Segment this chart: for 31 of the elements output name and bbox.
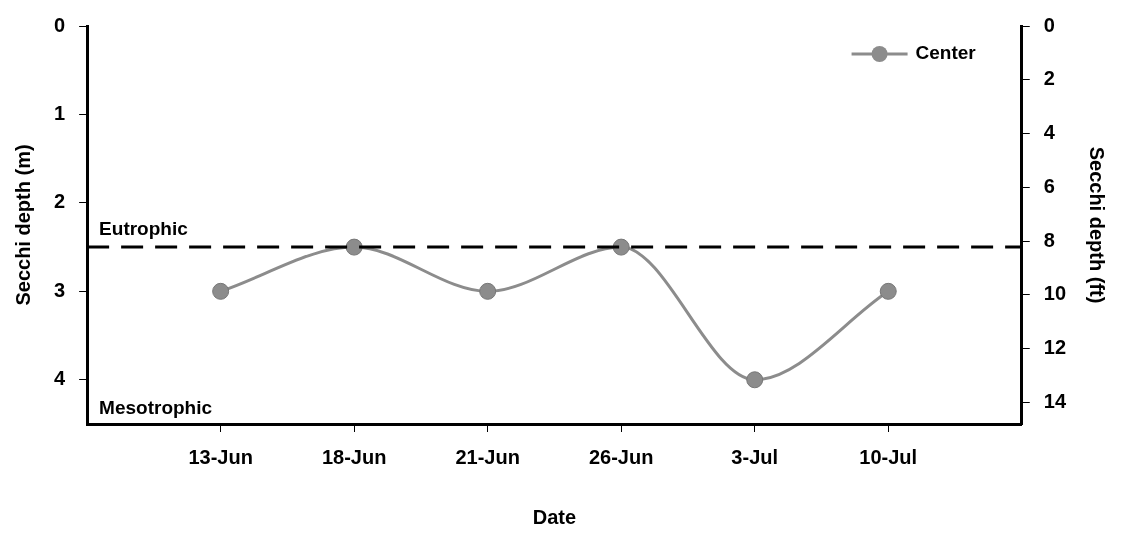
x-tick-label: 13-Jun — [188, 445, 253, 468]
point — [612, 238, 630, 256]
y2-tick-label: 14 — [1043, 390, 1067, 412]
y2-tick-label: 12 — [1043, 336, 1066, 359]
annotation: Mesotrophic — [99, 396, 213, 418]
y2-tick-label: 8 — [1043, 228, 1055, 251]
x-tick-label: 3-Jul — [731, 445, 779, 468]
y2-tick-label: 10 — [1043, 282, 1066, 305]
y2-axis-title: Secchi depth (ft) — [1086, 146, 1109, 304]
x-tick-label: 26-Jun — [588, 445, 654, 468]
legend-label: Center — [915, 42, 977, 64]
point — [746, 371, 764, 389]
y-axis-title: Secchi depth (m) — [11, 144, 34, 306]
point — [345, 238, 363, 256]
y2-tick-label: 0 — [1043, 13, 1055, 36]
point — [479, 282, 497, 300]
ref-line-label: Eutrophic — [99, 217, 189, 239]
y-tick-label: 3 — [54, 278, 66, 301]
y2-tick-label: 4 — [1043, 121, 1056, 144]
point — [879, 282, 897, 300]
x-tick-label: 21-Jun — [455, 445, 520, 468]
y2-tick-label: 2 — [1043, 67, 1055, 90]
x-axis-title: Date — [532, 505, 577, 528]
y-tick-label: 4 — [54, 367, 66, 390]
y2-tick-label: 6 — [1043, 174, 1055, 197]
y-tick-label: 2 — [54, 190, 66, 213]
y-tick-label: 1 — [54, 101, 66, 124]
y-tick-label: 0 — [54, 13, 66, 36]
x-tick-label: 18-Jun — [321, 445, 387, 468]
x-tick-label: 10-Jul — [859, 445, 918, 468]
point — [212, 282, 230, 300]
